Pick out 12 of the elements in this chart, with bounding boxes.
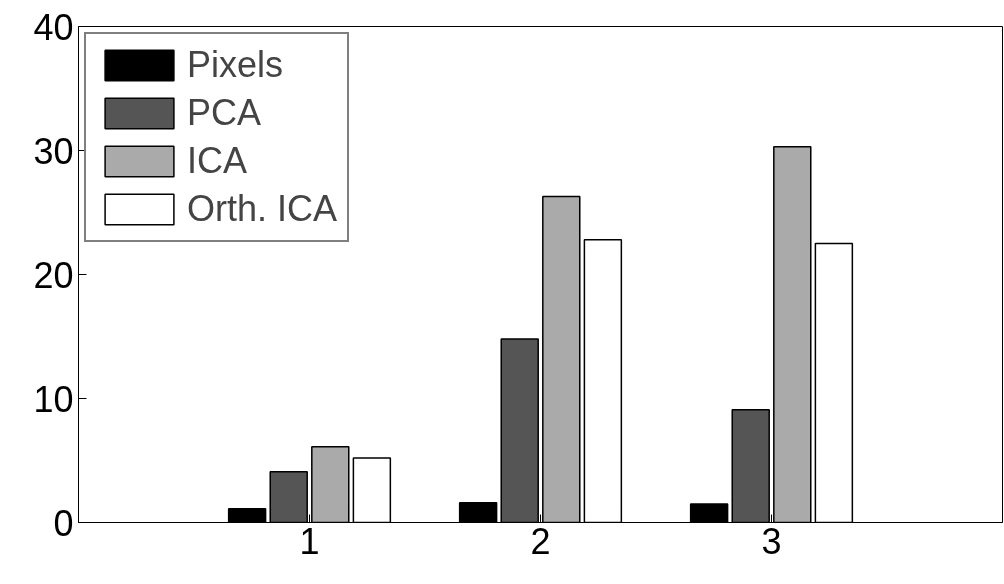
x-tick-label: 2 — [530, 520, 551, 562]
y-tick-label: 20 — [33, 254, 74, 296]
y-tick-label: 0 — [53, 502, 74, 544]
y-tick-label: 10 — [33, 378, 74, 420]
legend-label: PCA — [187, 92, 262, 134]
x-tick-label: 1 — [299, 520, 320, 562]
y-tick-label: 40 — [33, 6, 74, 48]
y-tick-label: 30 — [33, 130, 74, 172]
legend-label: Orth. ICA — [187, 188, 338, 230]
legend-label: Pixels — [187, 44, 284, 86]
x-tick-label: 3 — [761, 520, 782, 562]
legend-label: ICA — [187, 140, 248, 182]
